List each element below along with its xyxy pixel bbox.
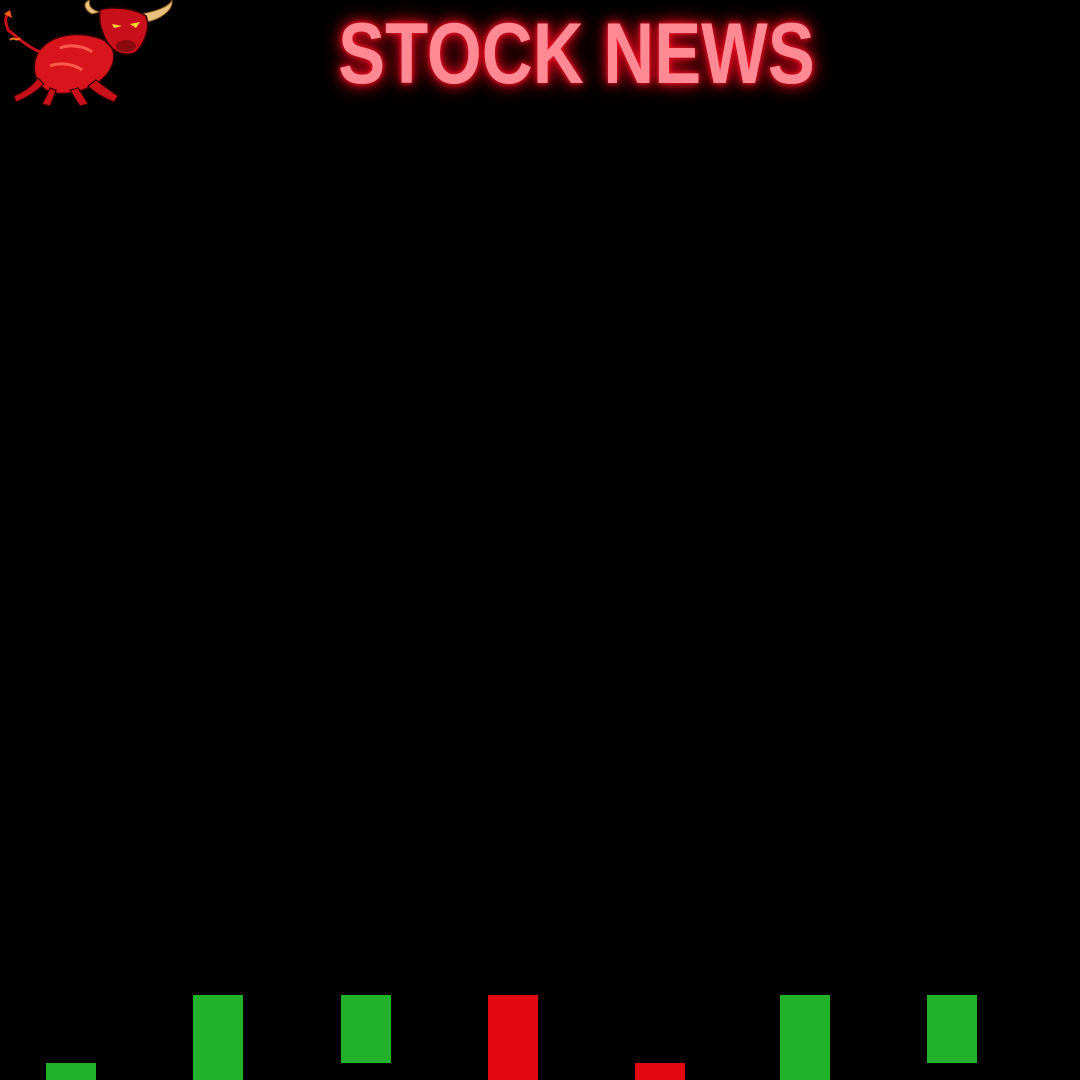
candle-bar	[780, 995, 830, 1080]
candle-bar	[927, 995, 977, 1063]
candle-bar	[46, 1063, 96, 1080]
page-title: STOCK NEWS	[338, 6, 815, 102]
candle-bar	[193, 995, 243, 1080]
candle-bar	[341, 995, 391, 1063]
candle-bar	[488, 995, 538, 1080]
bull-logo	[0, 0, 180, 110]
charging-bull-icon	[4, 0, 173, 107]
candle-bar	[635, 1063, 685, 1080]
